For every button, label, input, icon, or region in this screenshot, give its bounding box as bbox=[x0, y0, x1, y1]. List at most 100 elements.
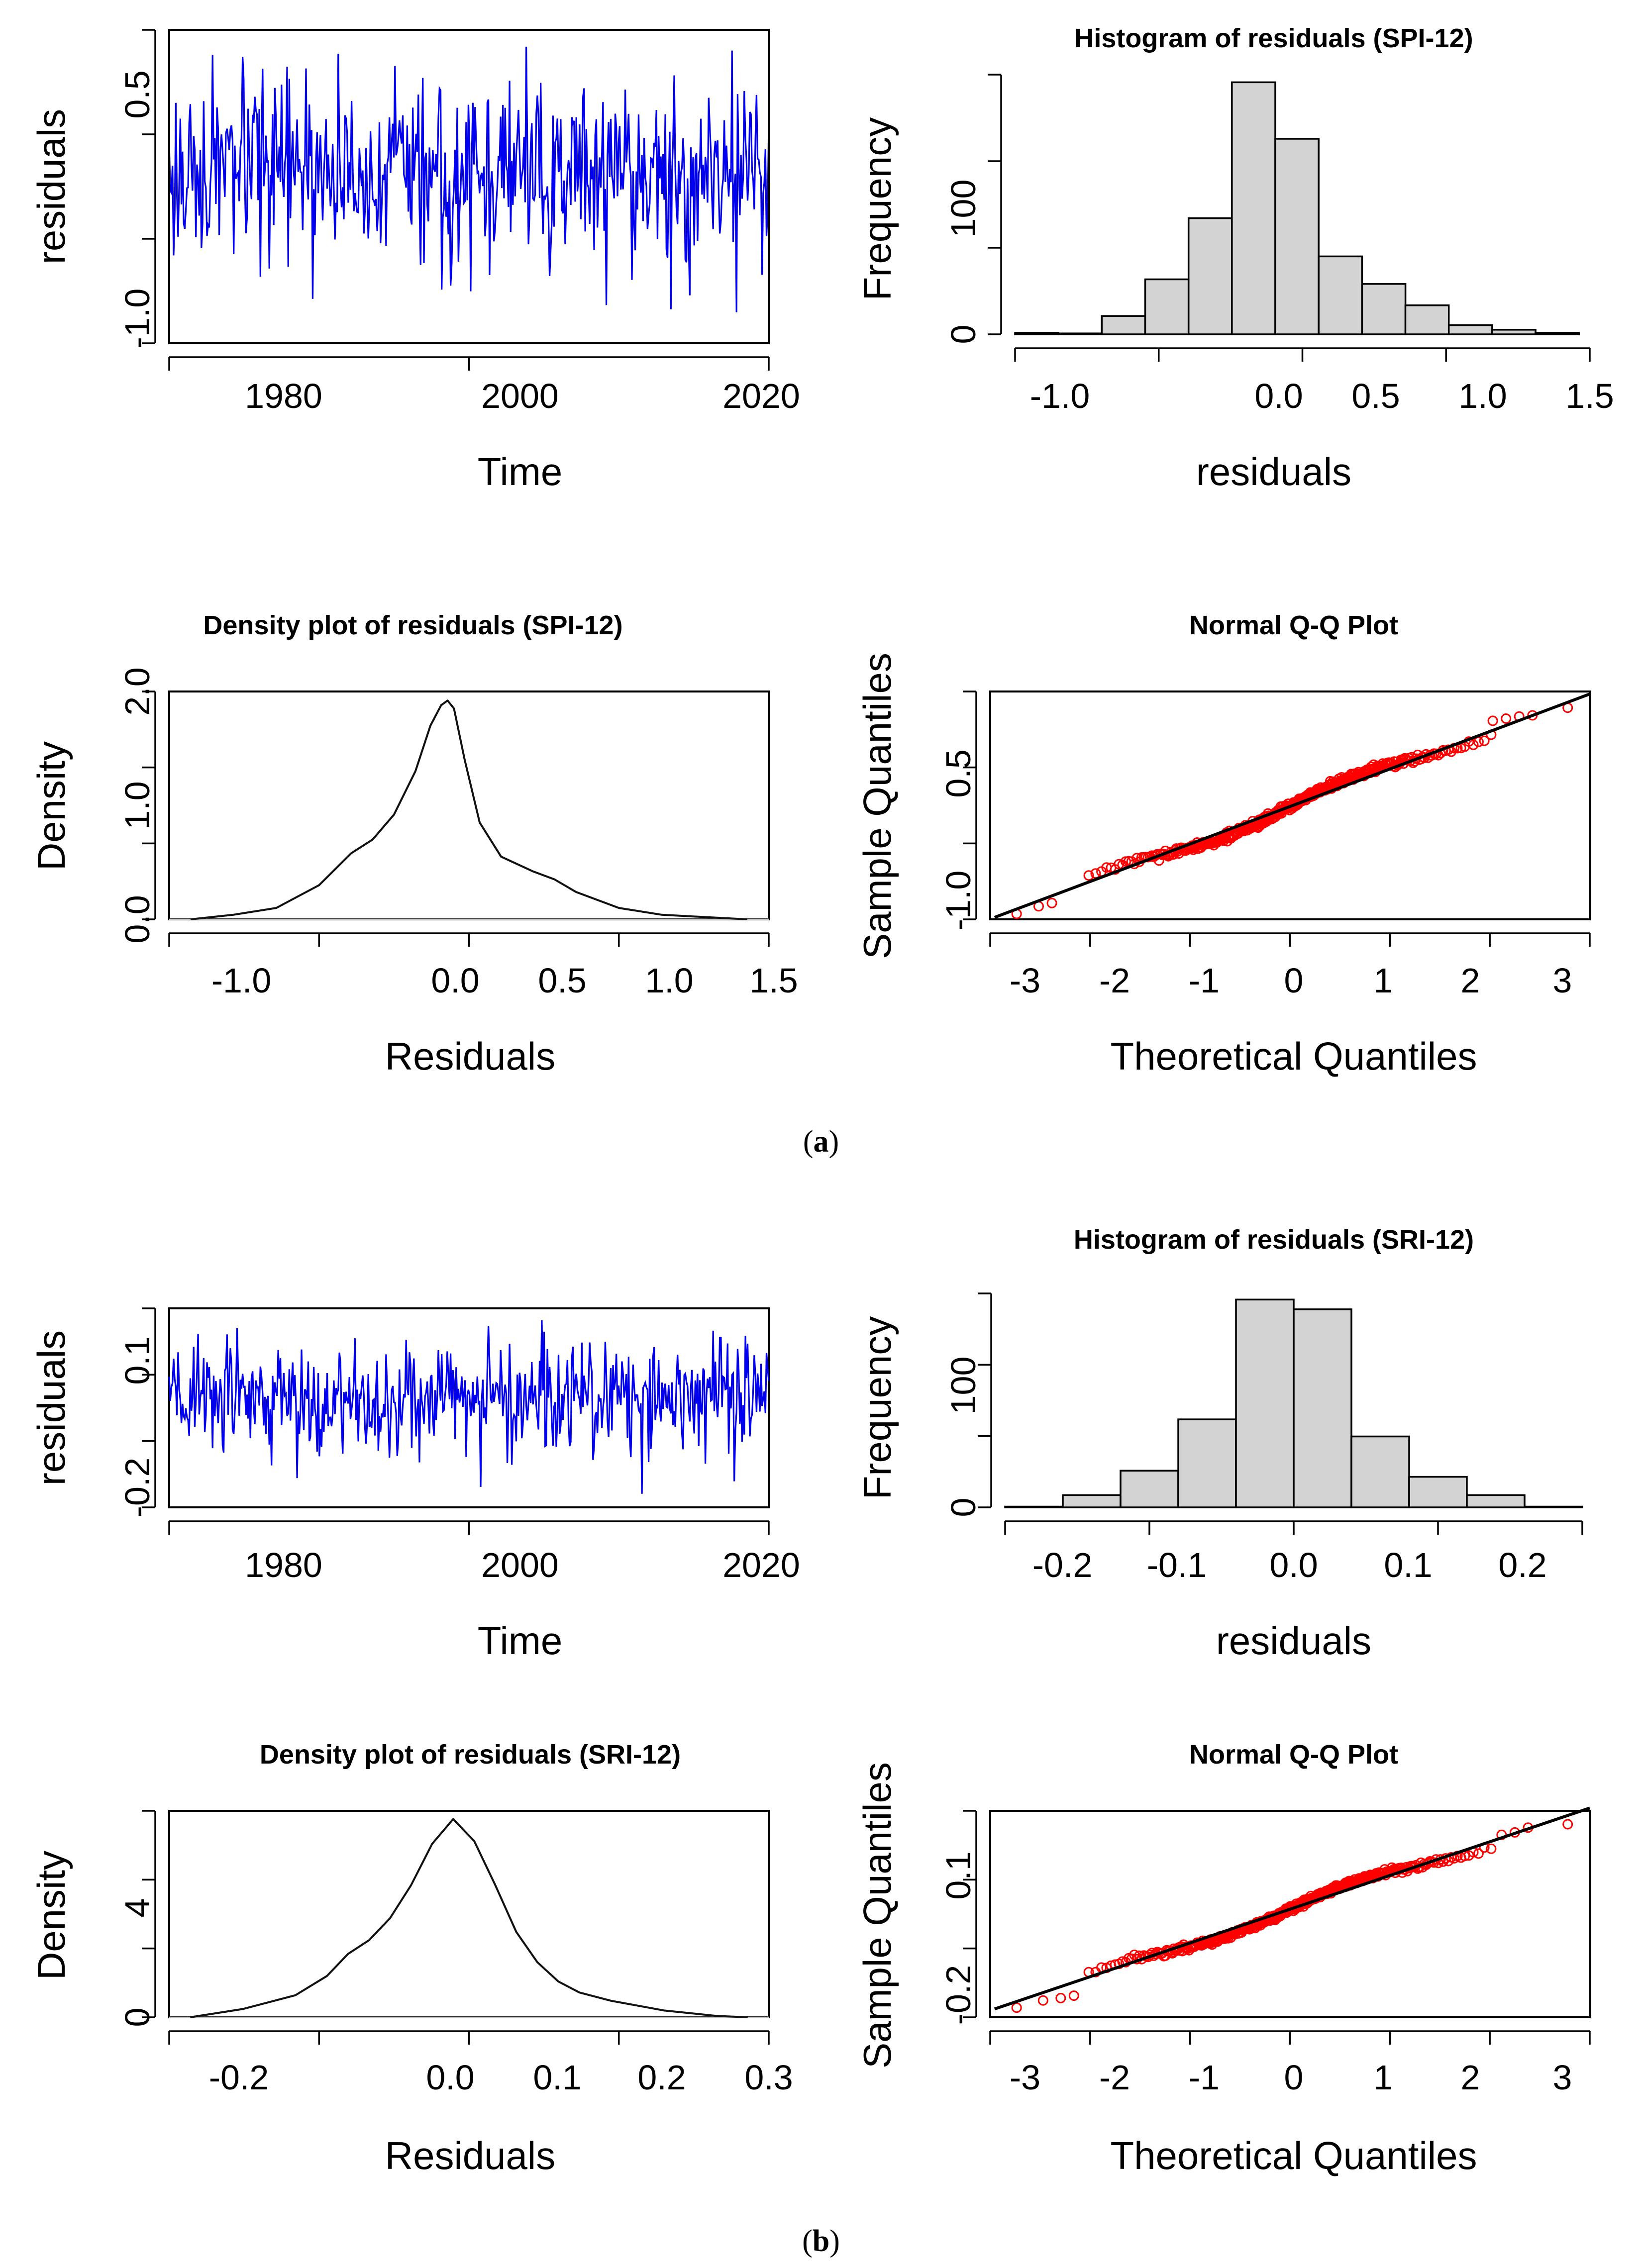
y-tick-label: -0.2 bbox=[939, 1965, 978, 2025]
histogram-bar bbox=[1014, 332, 1059, 335]
y-tick-label: 0.1 bbox=[118, 1336, 157, 1384]
y-axis-label: residuals bbox=[29, 109, 73, 264]
histogram-bar bbox=[1466, 1494, 1526, 1508]
y-tick-label: 0.0 bbox=[118, 895, 157, 943]
qq-point bbox=[1473, 736, 1484, 747]
x-tick-label: -1.0 bbox=[1030, 377, 1090, 415]
y-tick-label: 0.5 bbox=[118, 70, 157, 118]
panel-a-residual-series: 1980 2000 2020 0.5 -1.0 Time residuals bbox=[29, 29, 800, 493]
histogram-bar bbox=[1535, 332, 1580, 335]
y-tick-label: 0 bbox=[944, 325, 983, 344]
axes bbox=[963, 690, 1591, 947]
y-tick-label: -1.0 bbox=[118, 289, 157, 349]
histogram-bar bbox=[1057, 332, 1103, 335]
x-tick-label: 2 bbox=[1461, 961, 1480, 1000]
panel-a-density: Density plot of residuals (SPI-12) -1.0 … bbox=[29, 610, 798, 1078]
axes bbox=[988, 74, 1591, 362]
y-tick-label: 0 bbox=[118, 2008, 157, 2027]
histogram-bar bbox=[1318, 255, 1363, 335]
x-tick-label: 0.1 bbox=[1384, 1546, 1432, 1584]
chart-title: Histogram of residuals (SRI-12) bbox=[1074, 1225, 1474, 1255]
histogram-bar bbox=[1177, 1418, 1237, 1508]
chart-title: Density plot of residuals (SPI-12) bbox=[203, 610, 622, 640]
x-tick-label: 0.5 bbox=[538, 961, 586, 1000]
qq-point bbox=[1468, 739, 1479, 750]
y-tick-label: 2.0 bbox=[118, 667, 157, 715]
histogram-bar bbox=[1274, 138, 1320, 335]
x-tick-label: 2000 bbox=[481, 377, 559, 415]
caption-a: (a) bbox=[803, 1125, 839, 1159]
panel-a-qq: Normal Q-Q Plot -3 -2 -1 0 1 2 3 0.5 -1.… bbox=[855, 610, 1591, 1078]
panel-b-histogram: Histogram of residuals (SRI-12) -0.2 -0.… bbox=[855, 1225, 1583, 1663]
y-tick-label: 1.0 bbox=[118, 781, 157, 829]
x-tick-label: 0.3 bbox=[744, 2058, 793, 2097]
chart-title: Density plot of residuals (SRI-12) bbox=[260, 1740, 681, 1770]
panel-b-qq: Normal Q-Q Plot -3 -2 -1 0 1 2 3 0.1 -0.… bbox=[855, 1740, 1591, 2177]
panel-a-histogram: Histogram of residuals (SPI-12) -1.0 0.0… bbox=[855, 23, 1614, 493]
panel-b-residual-series: 1980 2000 2020 0.1 -0.2 Time residuals bbox=[29, 1307, 800, 1663]
qq-point bbox=[1501, 713, 1512, 724]
x-tick-label: 0.0 bbox=[426, 2058, 474, 2097]
plot-frame bbox=[168, 1307, 770, 1508]
x-tick-label: 0.2 bbox=[637, 2058, 686, 2097]
chart-title: Normal Q-Q Plot bbox=[1189, 610, 1398, 640]
axes bbox=[963, 1810, 1591, 2045]
histogram-bar bbox=[1491, 329, 1537, 335]
qq-point bbox=[1562, 1819, 1573, 1830]
x-axis-label: residuals bbox=[1196, 450, 1351, 493]
x-tick-label: 0.0 bbox=[431, 961, 479, 1000]
histogram-bar bbox=[1235, 1298, 1295, 1508]
axes bbox=[142, 29, 770, 371]
x-tick-label: -3 bbox=[1010, 961, 1040, 1000]
x-tick-label: 1980 bbox=[245, 377, 322, 415]
qq-point bbox=[1068, 1990, 1079, 2001]
x-tick-label: -0.2 bbox=[209, 2058, 269, 2097]
histogram-bar bbox=[1350, 1435, 1410, 1508]
x-tick-label: 0.0 bbox=[1254, 377, 1303, 415]
histogram-bar bbox=[1447, 324, 1493, 335]
y-tick-label: 0.1 bbox=[939, 1851, 978, 1899]
qq-point bbox=[1473, 1848, 1484, 1859]
chart-title: Histogram of residuals (SPI-12) bbox=[1074, 23, 1473, 53]
x-tick-label: -3 bbox=[1010, 2058, 1040, 2097]
y-axis-label: Density bbox=[29, 1851, 73, 1980]
x-tick-label: 2020 bbox=[722, 377, 800, 415]
x-tick-label: 1.0 bbox=[1458, 377, 1507, 415]
plot-frame bbox=[989, 1810, 1591, 2018]
plot-frame bbox=[989, 690, 1591, 920]
x-axis-label: residuals bbox=[1216, 1619, 1371, 1663]
x-tick-label: 2000 bbox=[481, 1546, 559, 1584]
y-axis-label: Frequency bbox=[855, 117, 899, 301]
histogram-bar bbox=[1062, 1494, 1122, 1508]
x-tick-label: 1980 bbox=[245, 1546, 322, 1584]
x-tick-label: 1.5 bbox=[1565, 377, 1614, 415]
x-tick-label: -0.2 bbox=[1032, 1546, 1093, 1584]
histogram-bar bbox=[1404, 304, 1450, 335]
histogram-bar bbox=[1101, 315, 1146, 335]
caption-b: (b) bbox=[802, 2224, 840, 2258]
y-tick-label: 4 bbox=[118, 1898, 157, 1918]
x-tick-label: 0.1 bbox=[533, 2058, 581, 2097]
y-tick-label: 0 bbox=[944, 1498, 983, 1517]
residual-series-line bbox=[168, 46, 770, 312]
x-tick-label: 1.5 bbox=[749, 961, 798, 1000]
y-axis-label: Sample Quantiles bbox=[855, 1762, 899, 2069]
qq-point bbox=[1046, 897, 1057, 908]
histogram-bar bbox=[1408, 1476, 1468, 1508]
histogram-bar bbox=[1231, 81, 1276, 335]
x-tick-label: 3 bbox=[1553, 2058, 1572, 2097]
x-tick-label: 0.5 bbox=[1351, 377, 1400, 415]
x-tick-label: -1.0 bbox=[211, 961, 272, 1000]
y-tick-label: 0.5 bbox=[939, 749, 978, 797]
histogram-bar bbox=[1293, 1308, 1352, 1508]
plot-frame bbox=[168, 29, 770, 344]
histogram-bar bbox=[1004, 1505, 1064, 1508]
y-tick-label: 100 bbox=[944, 180, 983, 238]
x-tick-label: 0.2 bbox=[1498, 1546, 1546, 1584]
x-tick-label: 0 bbox=[1284, 961, 1304, 1000]
qq-point bbox=[1479, 735, 1490, 746]
x-axis-label: Time bbox=[478, 1619, 562, 1663]
x-axis-label: Residuals bbox=[385, 1034, 556, 1078]
